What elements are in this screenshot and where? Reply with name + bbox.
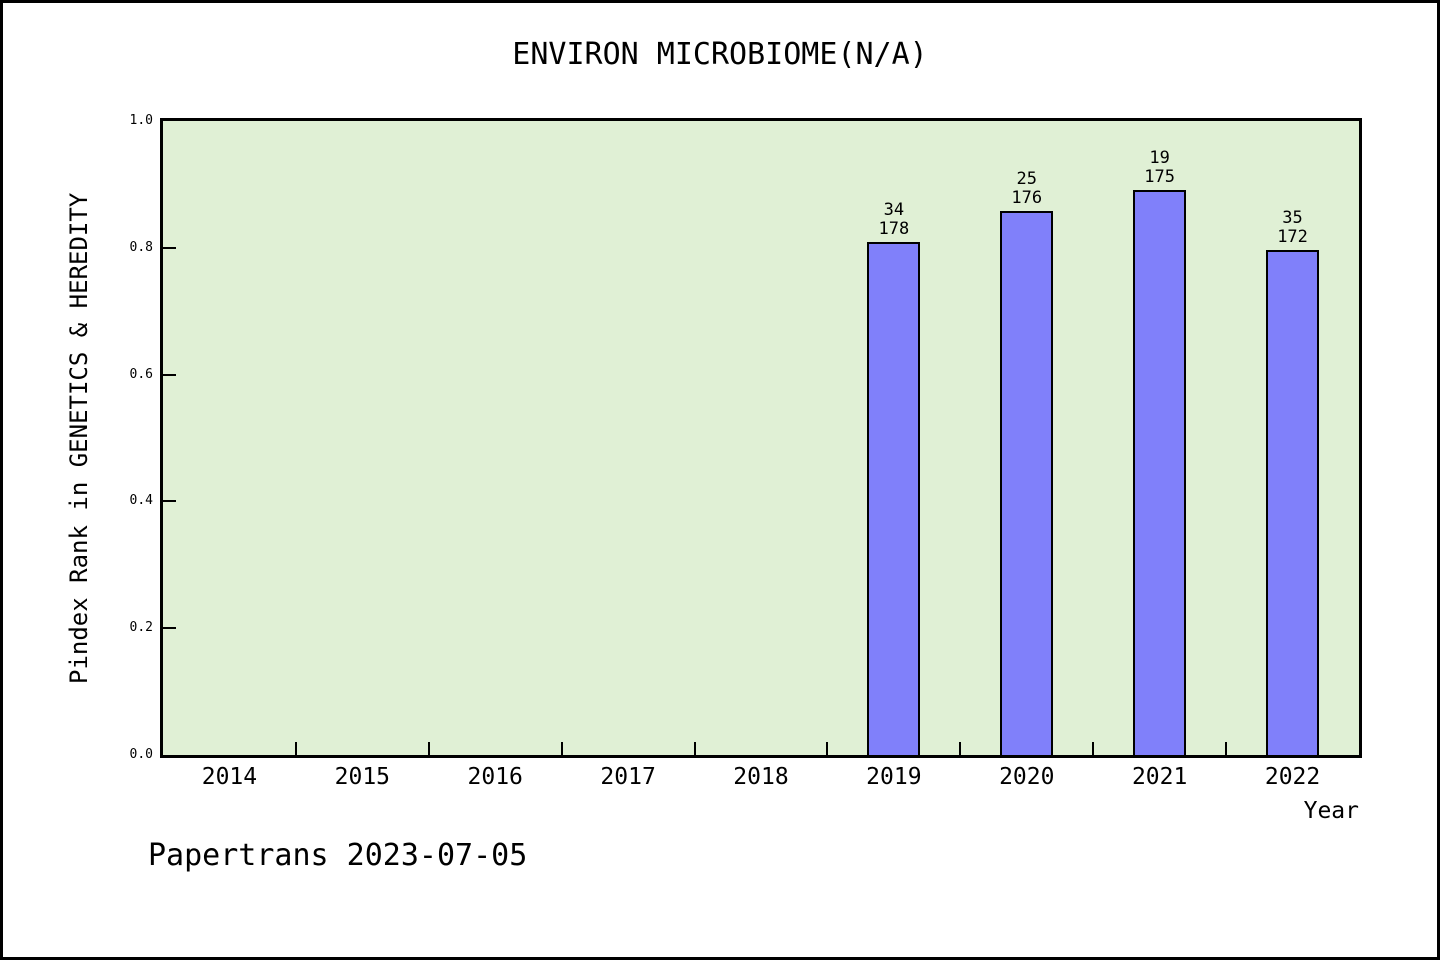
x-tick xyxy=(693,742,696,755)
bar-2020 xyxy=(1000,211,1054,755)
x-tick-label: 2022 xyxy=(1264,764,1321,790)
bar-2019 xyxy=(867,242,921,755)
x-tick-label: 2015 xyxy=(334,764,391,790)
y-tick-label: 0.4 xyxy=(129,493,153,509)
y-tick xyxy=(163,246,176,249)
y-tick-label: 0.6 xyxy=(129,366,153,382)
x-tick xyxy=(560,742,563,755)
y-tick-label: 0.0 xyxy=(129,747,153,762)
x-tick-label: 2014 xyxy=(201,764,258,790)
x-tick xyxy=(959,742,962,755)
x-tick-label: 2019 xyxy=(866,764,922,790)
y-tick-label: 0.8 xyxy=(129,239,153,255)
bar-value-label-2019: 34 178 xyxy=(878,200,910,240)
y-tick xyxy=(163,627,176,630)
x-tick-label: 2016 xyxy=(467,764,523,790)
y-tick-label: 1.0 xyxy=(129,113,153,128)
bar-value-label-2022: 35 172 xyxy=(1277,207,1308,247)
bar-2021 xyxy=(1133,190,1187,755)
y-axis-title: Pindex Rank in GENETICS & HEREDITY xyxy=(65,192,93,684)
x-tick xyxy=(1225,742,1228,755)
x-tick xyxy=(826,742,829,755)
y-tick-label: 0.2 xyxy=(129,620,153,636)
x-tick-label: 2020 xyxy=(999,764,1055,790)
x-axis-title: Year xyxy=(1303,798,1359,824)
bar-2022 xyxy=(1266,249,1320,755)
x-tick xyxy=(1092,742,1095,755)
bar-value-label-2020: 25 176 xyxy=(1011,169,1043,209)
x-tick-label: 2021 xyxy=(1131,764,1188,790)
x-tick-label: 2018 xyxy=(733,764,789,790)
x-tick-label: 2017 xyxy=(600,764,656,790)
y-tick xyxy=(163,500,176,503)
plot-area: 0.0 0.2 0.4 0.6 0.8 1.0 2014 2015 2016 2017 2018 20… xyxy=(130,113,1362,790)
x-tick xyxy=(427,742,430,755)
y-tick xyxy=(163,373,176,376)
x-tick xyxy=(294,742,297,755)
footnote: Papertrans 2023-07-05 xyxy=(148,838,528,873)
bar-value-label-2021: 19 175 xyxy=(1144,148,1176,188)
chart-title: ENVIRON MICROBIOME(N/A) xyxy=(512,37,928,72)
